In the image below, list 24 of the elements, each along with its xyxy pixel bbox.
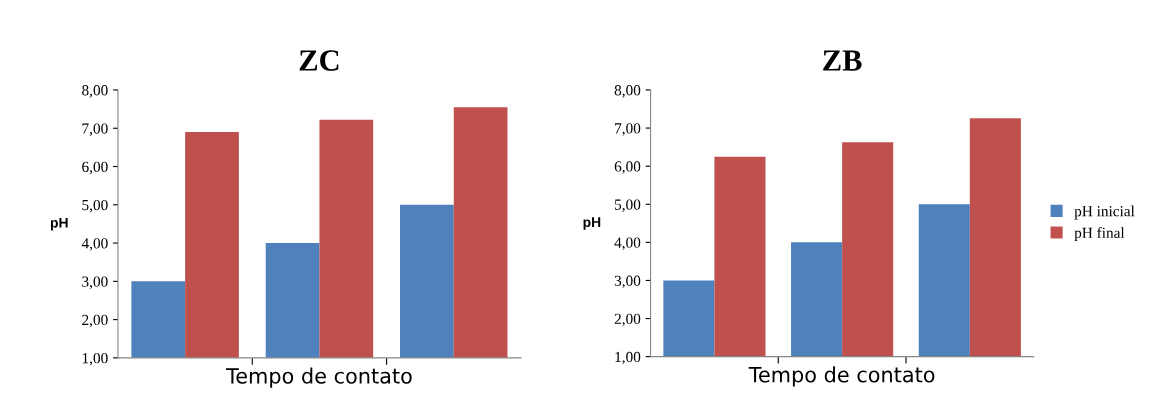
y-tick-label: 2,00 (82, 314, 108, 328)
y-tick-label: 3,00 (614, 275, 641, 289)
y-axis-title: pH (50, 217, 68, 231)
y-tick-label: 8,00 (82, 85, 108, 98)
y-tick-label: 5,00 (615, 199, 641, 212)
legend-label: pH final (1074, 227, 1125, 242)
y-tick-label: 7,00 (615, 123, 641, 136)
y-axis-title: pH (583, 217, 601, 230)
y-tick-label: 1,00 (82, 353, 108, 366)
y-tick-label: 6,00 (614, 161, 641, 174)
y-tick-label: 4,00 (614, 237, 641, 251)
chart-title: ZB (823, 50, 862, 71)
x-axis-title: Tempo de contato (225, 367, 412, 388)
y-tick-label: 7,00 (82, 123, 108, 136)
y-tick-label: 2,00 (614, 313, 641, 327)
legend-label: pH inicial (1074, 205, 1135, 220)
y-tick-label: 4,00 (81, 238, 108, 251)
y-tick-label: 1,00 (615, 351, 641, 365)
chart-title: ZC (299, 50, 339, 71)
x-axis-title: Tempo de contato (748, 366, 935, 387)
y-tick-label: 8,00 (614, 85, 641, 98)
y-tick-label: 6,00 (82, 161, 108, 175)
y-tick-label: 5,00 (82, 199, 108, 213)
y-tick-label: 3,00 (82, 276, 108, 289)
